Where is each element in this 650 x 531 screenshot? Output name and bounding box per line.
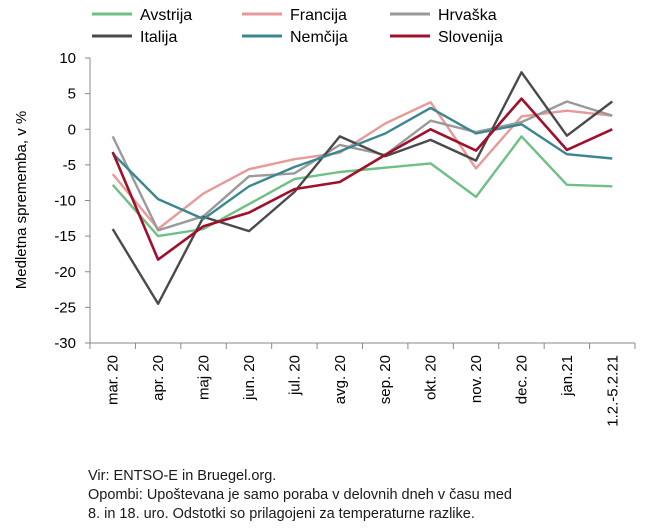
remark-line-1: Opombi: Upoštevana je samo poraba v delo…: [88, 487, 512, 503]
series-line-nemčija: [111, 106, 613, 221]
series-line-slovenija: [111, 97, 613, 261]
x-tick-label: nov. 20: [468, 355, 485, 403]
x-tick-label: apr. 20: [150, 355, 167, 401]
chart-axes: 10 5 0 -5 -10 -15 -20 -25 -30 mar. 20 apr. 20 maj 2…: [54, 50, 636, 427]
series-line-italija: [111, 71, 614, 305]
x-tick-label: jun. 20: [241, 355, 258, 401]
y-tick-label: 5: [68, 86, 76, 103]
legend-label: Hrvaška: [438, 7, 497, 24]
legend-label: Slovenija: [438, 29, 503, 46]
legend-label: Avstrija: [140, 7, 192, 24]
x-tick-label: maj 20: [196, 355, 213, 400]
y-tick-label: -30: [54, 335, 76, 352]
x-tick-label: mar. 20: [105, 355, 122, 405]
chart-series: [111, 71, 614, 305]
y-tick-label: -25: [54, 299, 76, 316]
x-tick-label: okt. 20: [423, 355, 440, 400]
legend-label: Italija: [140, 29, 177, 46]
source-note: Vir: ENTSO-E in Bruegel.org.: [88, 468, 277, 484]
series-line-hrvaška: [111, 100, 613, 232]
x-tick-label: 1.2.-5.2.21: [604, 355, 621, 427]
y-tick-label: 10: [59, 50, 76, 67]
legend-label: Francija: [290, 7, 347, 24]
x-tick-label: jan.21: [559, 355, 576, 397]
y-tick-label: -20: [54, 264, 76, 281]
y-tick-label: -15: [54, 228, 76, 245]
y-tick-label: 0: [68, 121, 76, 138]
y-axis-label: Medletna sprememba, v %: [13, 111, 30, 289]
x-tick-label: jul. 20: [286, 355, 303, 396]
legend-label: Nemčija: [290, 29, 348, 46]
x-tick-label: sep. 20: [377, 355, 394, 404]
chart-legend: Avstrija Francija Hrvaška Italija Nemčija Slo…: [92, 7, 503, 46]
x-tick-label: dec. 20: [513, 355, 530, 404]
chart-notes: Vir: ENTSO-E in Bruegel.org. Opombi: Upo…: [88, 467, 512, 524]
line-chart: Avstrija Francija Hrvaška Italija Nemčija Slo…: [13, 7, 636, 427]
remark-line-2: 8. in 18. uro. Odstotki so prilagojeni z…: [88, 506, 475, 522]
y-tick-label: -10: [54, 193, 76, 210]
series-line-francija: [111, 100, 613, 231]
y-tick-label: -5: [63, 157, 76, 174]
x-tick-label: avg. 20: [332, 355, 349, 404]
